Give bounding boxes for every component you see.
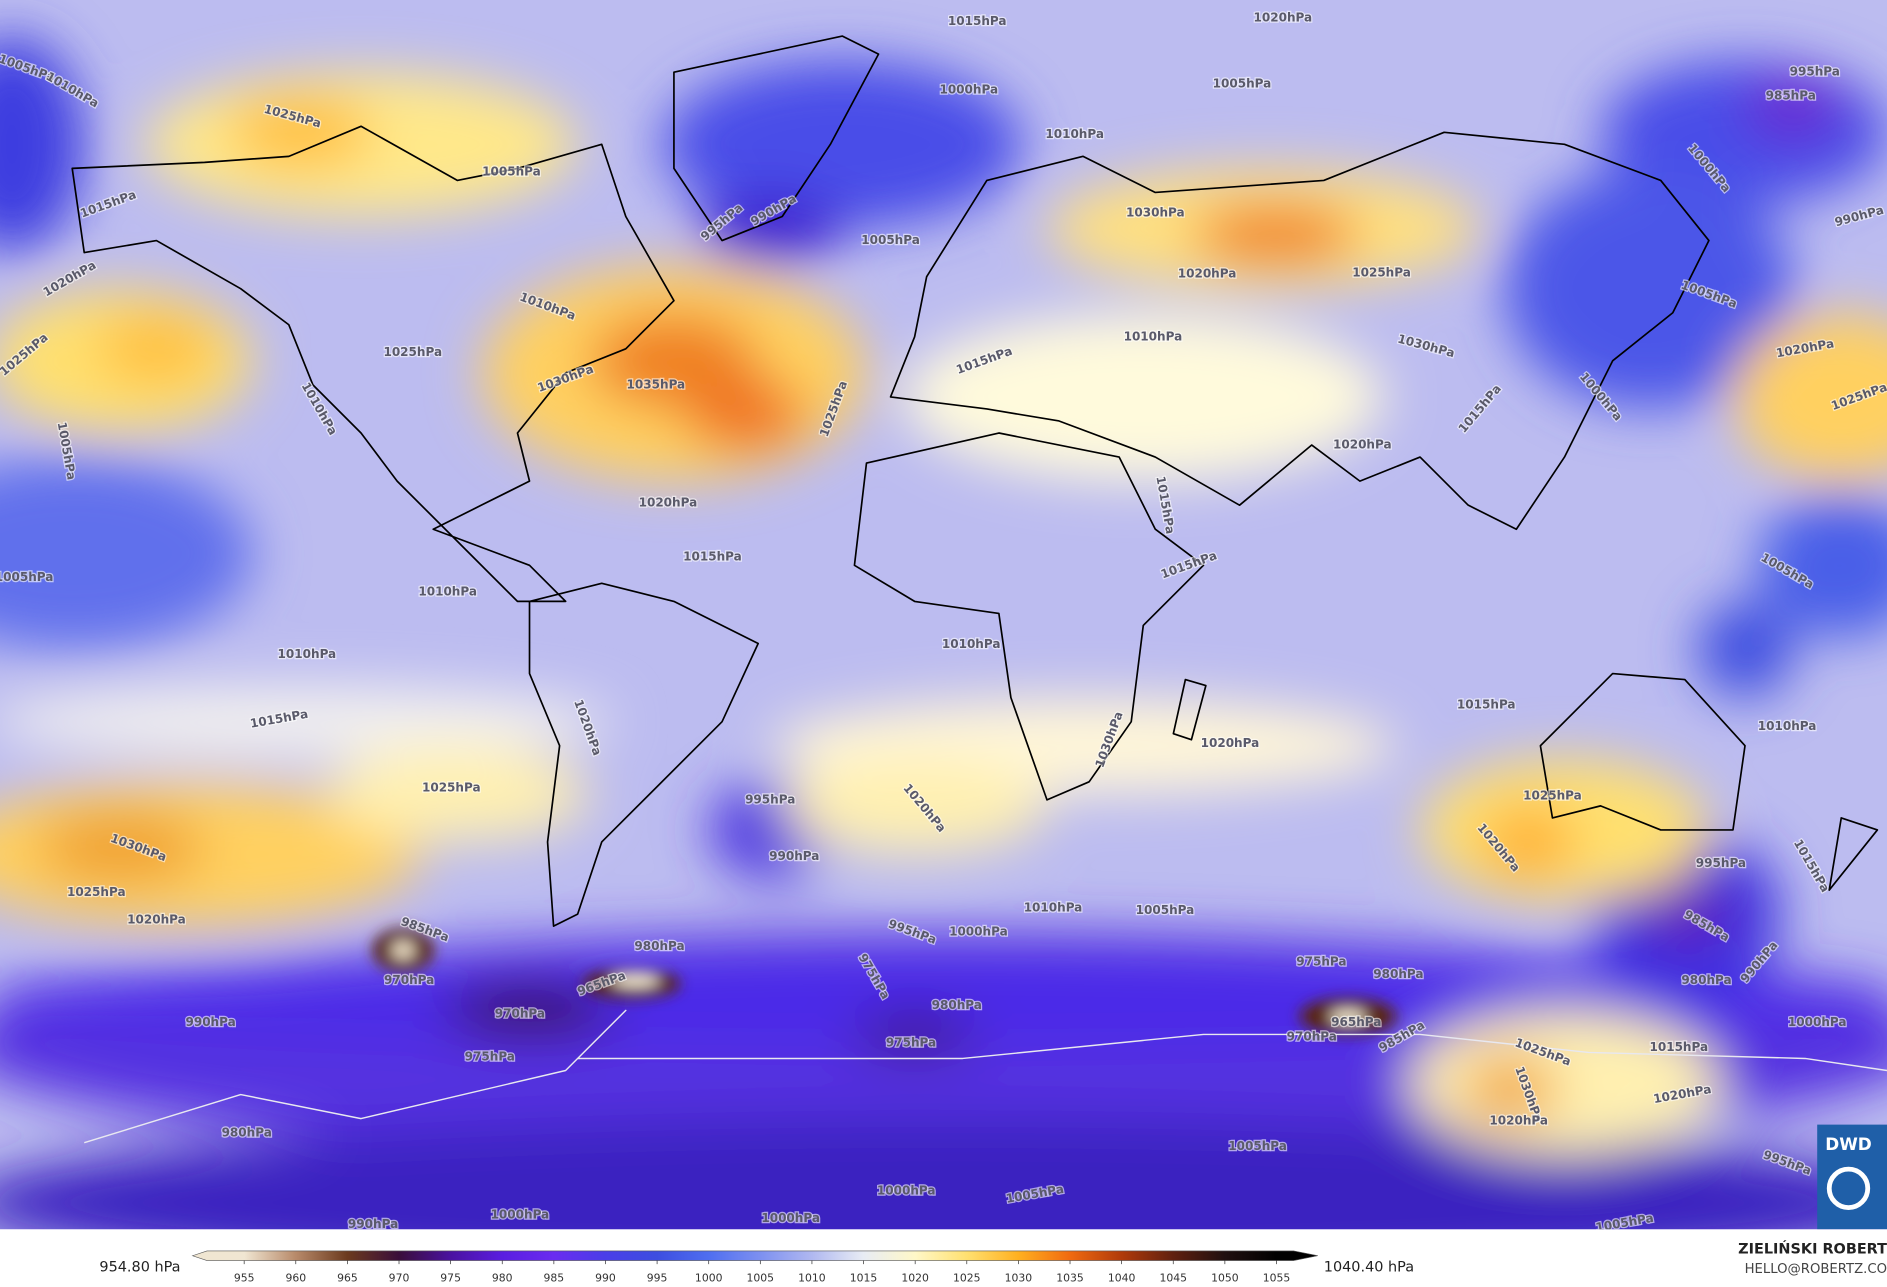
isobar-label: 990hPa	[769, 849, 819, 863]
isobar-label: 1000hPa	[939, 83, 998, 97]
isobar-label: 995hPa	[1790, 65, 1840, 79]
isobar-label: 1020hPa	[1489, 1114, 1548, 1128]
isobar-label: 1015hPa	[1649, 1040, 1708, 1054]
colorbar-tick-label: 1025	[953, 1272, 981, 1285]
isobar-label: 980hPa	[222, 1126, 272, 1140]
isobar-label: 995hPa	[745, 792, 795, 806]
isobar-label: 1020hPa	[127, 913, 186, 927]
isobar-label: 1020hPa	[1178, 267, 1237, 281]
colorbar	[191, 1250, 1318, 1261]
isobar-label: 1015hPa	[683, 549, 742, 563]
isobar-label: 965hPa	[1331, 1015, 1381, 1029]
max-label: 1040.40 hPa	[1324, 1260, 1414, 1276]
isobar-label: 1025hPa	[1352, 266, 1411, 280]
isobar-label: 1025hPa	[383, 345, 442, 359]
isobar-label: 1010hPa	[1024, 901, 1083, 915]
colorbar-tick-label: 1040	[1108, 1272, 1136, 1285]
isobar-label: 980hPa	[1373, 967, 1423, 981]
isobar-label: 1015hPa	[948, 14, 1007, 28]
pressure-field	[0, 36, 1887, 1230]
isobar-label: 1005hPa	[1228, 1139, 1287, 1153]
isobar-label: 1015hPa	[1457, 697, 1516, 711]
isobar-label: 980hPa	[932, 998, 982, 1012]
isobar-label: 1000hPa	[491, 1207, 550, 1221]
deep-lows	[373, 928, 1396, 1035]
colorbar-tick-label: 955	[234, 1272, 255, 1285]
isobar-label: 1025hPa	[422, 780, 481, 794]
isobar-label: 1000hPa	[761, 1211, 820, 1225]
colorbar-tick-label: 1000	[695, 1272, 723, 1285]
colorbar-tick-label: 985	[544, 1272, 565, 1285]
logo-box	[1817, 1124, 1887, 1230]
isobar-label: 1000hPa	[1788, 1015, 1847, 1029]
isobar-label: 1005hPa	[0, 570, 53, 584]
isobar-label: 970hPa	[495, 1006, 545, 1020]
isobar-label: 1005hPa	[1136, 903, 1195, 917]
colorbar-tick-label: 970	[389, 1272, 410, 1285]
isobar-label: 1020hPa	[1333, 438, 1392, 452]
isobar-label: 1010hPa	[418, 584, 477, 598]
isobar-label: 970hPa	[384, 973, 434, 987]
colorbar-tick-label: 1035	[1056, 1272, 1084, 1285]
isobar-label: 985hPa	[1766, 89, 1816, 103]
isobar-label: 975hPa	[1296, 955, 1346, 969]
colorbar-tick-label: 960	[285, 1272, 306, 1285]
isobar-label: 1010hPa	[1124, 329, 1183, 343]
colorbar-tick-label: 965	[337, 1272, 358, 1285]
colorbar-tick-label: 1030	[1005, 1272, 1033, 1285]
isobar-label: 990hPa	[348, 1217, 398, 1231]
isobar-label: 980hPa	[1681, 973, 1731, 987]
isobar-label: 1005hPa	[861, 233, 920, 247]
contact: HELLO@ROBERTZ.CO	[1745, 1262, 1887, 1277]
isobar-label: 1010hPa	[942, 637, 1001, 651]
colorbar-tick-label: 1005	[747, 1272, 775, 1285]
colorbar-tick-label: 975	[440, 1272, 461, 1285]
isobar-label: 1025hPa	[67, 885, 126, 899]
isobar-label: 1020hPa	[1254, 11, 1313, 25]
isobar-label: 1035hPa	[627, 377, 686, 391]
coastlines	[71, 35, 1887, 1144]
isobar-label: 1020hPa	[1201, 736, 1260, 750]
isobar-label: 990hPa	[185, 1015, 235, 1029]
isobar-label: 980hPa	[634, 939, 684, 953]
logo-swirl	[1826, 1166, 1871, 1211]
isobar-label: 970hPa	[1287, 1029, 1337, 1043]
isobar-label: 1005hPa	[1213, 77, 1272, 91]
colorbar-tick-label: 990	[595, 1272, 616, 1285]
colorbar-tick-label: 1020	[901, 1272, 929, 1285]
min-label: 954.80 hPa	[99, 1260, 180, 1276]
isobar-label: 1000hPa	[949, 925, 1008, 939]
colorbar-tick-label: 1055	[1263, 1272, 1291, 1285]
isobar-label: 1025hPa	[1523, 789, 1582, 803]
isobar-label: 975hPa	[886, 1035, 936, 1049]
logo: DWD	[1817, 1124, 1887, 1230]
colorbar-tick-label: 1045	[1159, 1272, 1187, 1285]
author: ZIELIŃSKI ROBERT	[1738, 1240, 1887, 1258]
isobar-label: 995hPa	[1696, 856, 1746, 870]
isobar-label: 1010hPa	[1045, 127, 1104, 141]
isobar-label: 1010hPa	[1758, 719, 1817, 733]
isobar-label: 975hPa	[465, 1050, 515, 1064]
colorbar-tick-label: 995	[647, 1272, 668, 1285]
colorbar-tick-label: 1015	[850, 1272, 878, 1285]
isobar-label: 1030hPa	[1126, 205, 1185, 219]
colorbar-tick-label: 1010	[798, 1272, 826, 1285]
isobar-label: 1020hPa	[639, 495, 698, 509]
logo-text: DWD	[1825, 1134, 1872, 1154]
colorbar-tick-label: 980	[492, 1272, 513, 1285]
isobar-label: 1005hPa	[482, 165, 541, 179]
footer: 954.80 hPa 1040.40 hPa ZIELIŃSKI ROBERT …	[99, 1240, 1887, 1285]
isobar-label: 1010hPa	[278, 647, 337, 661]
isobar-label: 1000hPa	[877, 1183, 936, 1197]
colorbar-tick-label: 1050	[1211, 1272, 1239, 1285]
